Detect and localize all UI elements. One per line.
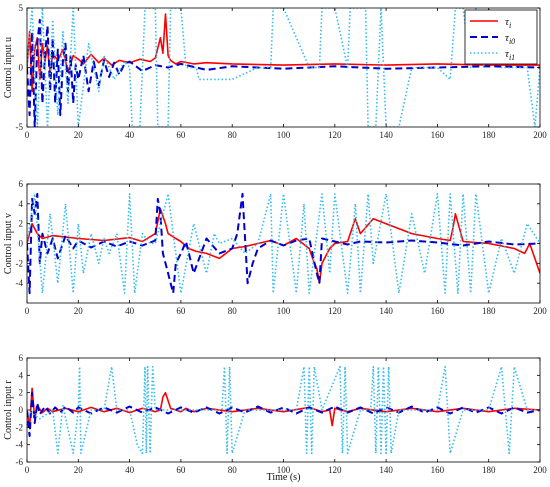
y-tick-label: -4 bbox=[16, 440, 24, 450]
panel-2: 0 20 40 60 80 100 120 140 160 180 200 -4 -2 0 2 4 6 Contr… bbox=[3, 179, 547, 316]
y-tick-label: 4 bbox=[19, 370, 24, 380]
legend: τi τi0 τi1 bbox=[464, 9, 538, 65]
x-tick-label: 160 bbox=[431, 306, 445, 316]
y-tick-label: 6 bbox=[19, 179, 24, 189]
x-tick-label: 20 bbox=[74, 306, 84, 316]
x-tick-label: 0 bbox=[25, 306, 30, 316]
y-tick-label: 0 bbox=[19, 63, 24, 73]
series-line-tau-i1-panel-3 bbox=[27, 365, 540, 455]
series-line-tau-i0-panel-3 bbox=[27, 391, 540, 437]
x-tick-label: 40 bbox=[125, 306, 135, 316]
legend-entry-tau-i1: τi1 bbox=[505, 48, 515, 62]
panel-2-series bbox=[27, 192, 540, 295]
x-tick-label: 20 bbox=[74, 130, 84, 140]
y-tick-label: -6 bbox=[16, 457, 24, 467]
x-tick-label: 0 bbox=[25, 130, 30, 140]
y-axis-label-panel-3: Control input r bbox=[3, 380, 14, 440]
x-tick-label: 100 bbox=[277, 465, 291, 475]
x-tick-label: 100 bbox=[277, 306, 291, 316]
series-line-tau-i-panel-1 bbox=[27, 13, 540, 93]
series-line-tau-i1-panel-2 bbox=[27, 193, 540, 294]
x-tick-label: 80 bbox=[228, 130, 238, 140]
x-tick-label: 200 bbox=[533, 465, 547, 475]
y-tick-label: 5 bbox=[19, 3, 24, 13]
x-tick-label: 120 bbox=[328, 130, 342, 140]
y-tick-label: -2 bbox=[16, 422, 24, 432]
series-line-tau-i-panel-2 bbox=[27, 208, 540, 285]
y-tick-label: -5 bbox=[16, 122, 24, 132]
x-tick-label: 120 bbox=[328, 306, 342, 316]
y-tick-label: -4 bbox=[16, 278, 24, 288]
x-tick-label: 60 bbox=[176, 306, 186, 316]
panel-3: 0 20 40 60 80 100 120 140 160 180 200 -6 -4 -2 0 2 4 6 Con… bbox=[3, 353, 547, 475]
y-tick-label: 4 bbox=[19, 199, 24, 209]
panel-3-frame bbox=[26, 357, 541, 463]
x-tick-label: 40 bbox=[125, 465, 135, 475]
legend-entry-tau-i0: τi0 bbox=[505, 32, 515, 46]
y-tick-label: 0 bbox=[19, 239, 24, 249]
x-tick-label: 60 bbox=[176, 465, 186, 475]
y-tick-label: 0 bbox=[19, 405, 24, 415]
x-tick-label: 100 bbox=[277, 130, 291, 140]
x-tick-label: 140 bbox=[379, 465, 393, 475]
x-tick-label: 180 bbox=[482, 130, 496, 140]
panel-3-series bbox=[27, 365, 540, 455]
x-tick-label: 120 bbox=[328, 465, 342, 475]
x-tick-label: 140 bbox=[379, 306, 393, 316]
x-tick-label: 200 bbox=[533, 130, 547, 140]
panel-1-series bbox=[27, 8, 540, 127]
series-line-tau-i0-panel-1 bbox=[27, 18, 540, 127]
x-tick-label: 0 bbox=[25, 465, 30, 475]
y-tick-label: 6 bbox=[19, 353, 24, 363]
x-tick-label: 60 bbox=[176, 130, 186, 140]
x-tick-label: 160 bbox=[431, 130, 445, 140]
series-line-tau-i-panel-3 bbox=[27, 387, 540, 429]
series-line-tau-i0-panel-2 bbox=[27, 192, 540, 295]
y-tick-label: 2 bbox=[19, 388, 24, 398]
x-tick-label: 80 bbox=[228, 465, 238, 475]
legend-entry-tau-i: τi bbox=[505, 16, 511, 30]
x-axis-label: Time (s) bbox=[267, 472, 301, 483]
x-tick-label: 140 bbox=[379, 130, 393, 140]
y-tick-label: -2 bbox=[16, 258, 24, 268]
x-tick-label: 160 bbox=[431, 465, 445, 475]
panel-2-frame bbox=[26, 183, 541, 304]
x-tick-label: 180 bbox=[482, 306, 496, 316]
y-axis-label-panel-1: Control input u bbox=[3, 37, 14, 98]
y-tick-label: 2 bbox=[19, 219, 24, 229]
x-tick-label: 80 bbox=[228, 306, 238, 316]
x-tick-label: 180 bbox=[482, 465, 496, 475]
y-axis-label-panel-2: Control input v bbox=[3, 213, 14, 274]
x-tick-label: 40 bbox=[125, 130, 135, 140]
x-tick-label: 200 bbox=[533, 306, 547, 316]
x-tick-label: 20 bbox=[74, 465, 84, 475]
